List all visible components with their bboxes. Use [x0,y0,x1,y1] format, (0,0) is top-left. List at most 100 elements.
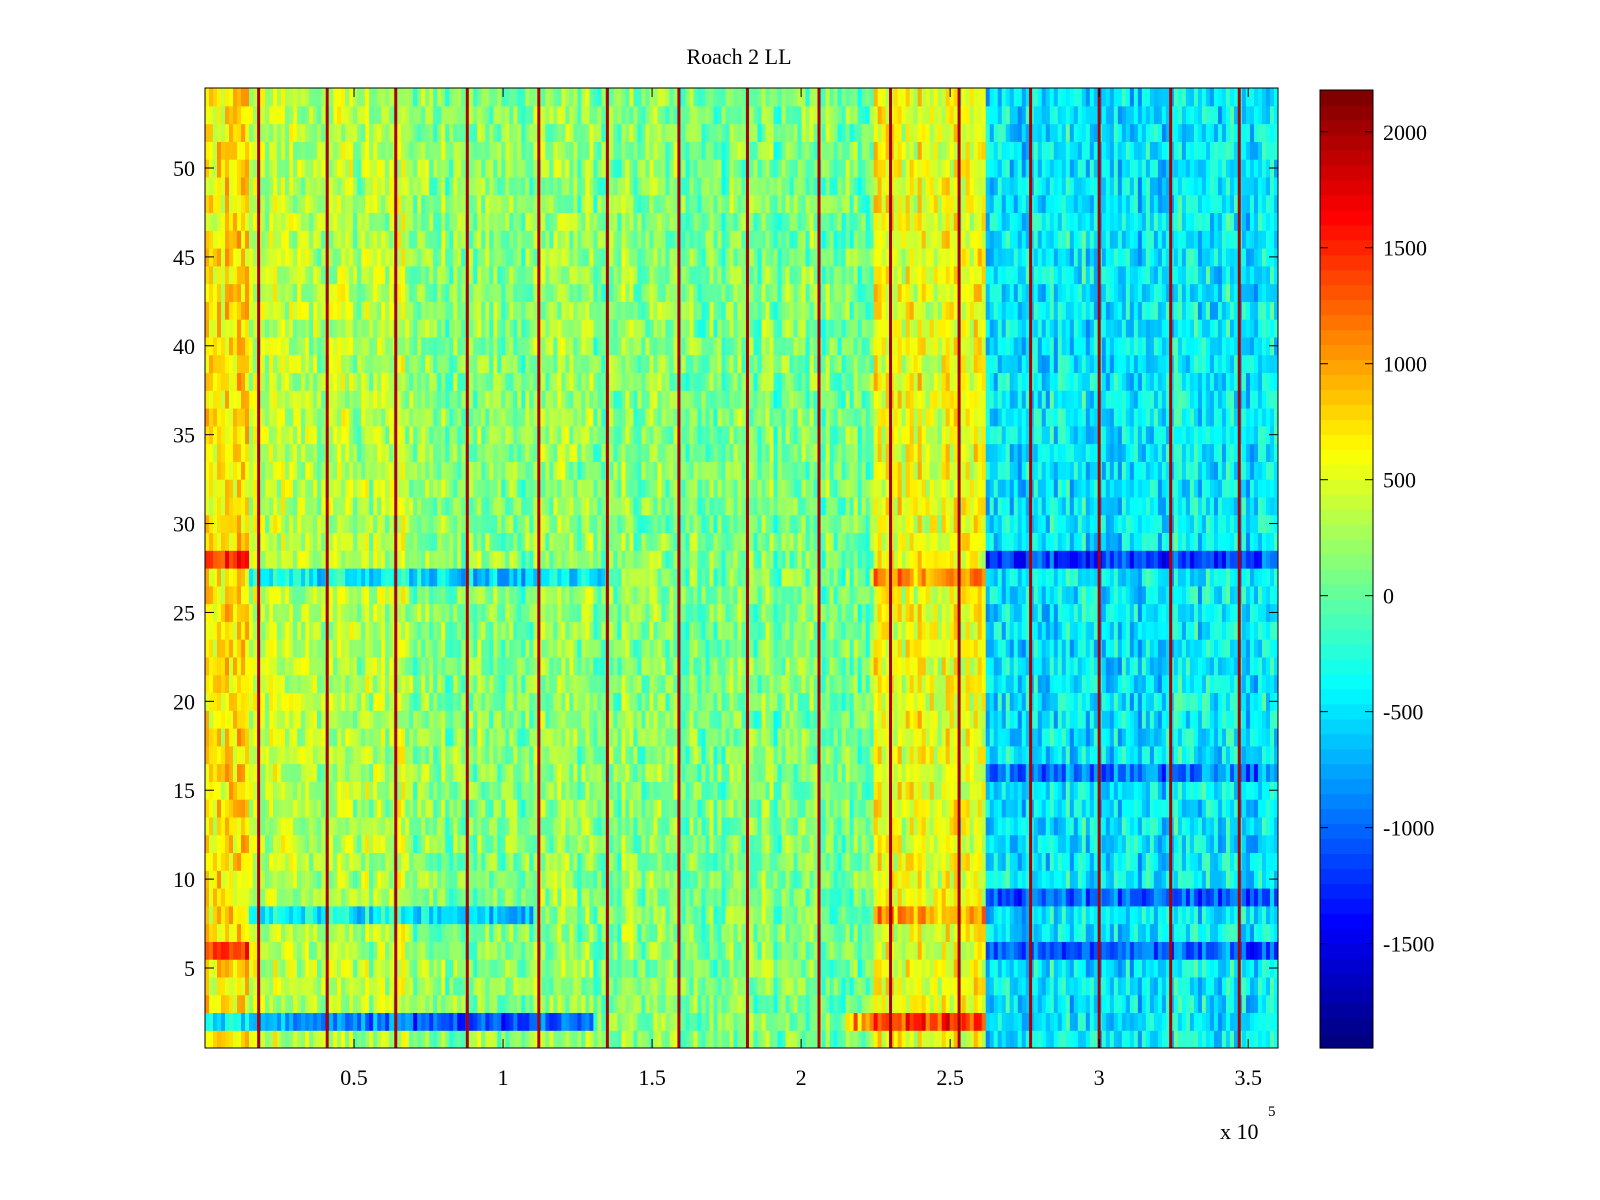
heatmap-cell [569,1030,574,1048]
heatmap-cell [505,656,510,676]
heatmap-cell [553,159,558,178]
heatmap-cell [365,710,370,729]
heatmap-cell [425,710,430,729]
heatmap-cell [477,656,482,676]
heatmap-cell [369,194,374,214]
heatmap-cell [381,194,386,214]
heatmap-cell [373,603,378,622]
heatmap-cell [541,585,546,605]
heatmap-cell [417,301,422,320]
heatmap-cell [381,959,386,978]
heatmap-cell [385,976,390,996]
heatmap-cell [321,372,326,391]
heatmap-cell [329,745,334,765]
heatmap-cell [469,123,474,142]
heatmap-cell [389,816,394,836]
heatmap-cell [477,354,482,374]
heatmap-cell [409,408,414,427]
heatmap-cell [249,159,254,178]
heatmap-cell [477,888,482,907]
heatmap-cell [441,710,446,729]
heatmap-cell [421,870,426,889]
heatmap-cell [505,105,510,125]
heatmap-cell [405,852,410,871]
heatmap-cell [553,212,558,231]
heatmap-cell [525,888,530,907]
heatmap-cell [317,799,322,818]
heatmap-cell [341,443,346,462]
heatmap-cell [525,408,530,427]
heatmap-cell [565,976,570,996]
heatmap-cell [525,248,530,267]
heatmap-cell [321,941,326,960]
heatmap-cell [297,728,302,747]
heatmap-cell [213,461,218,480]
heatmap-cell [485,194,490,214]
heatmap-cell [233,550,238,569]
heatmap-cell [481,176,486,196]
heatmap-cell [497,728,502,747]
heatmap-cell [285,781,290,800]
heatmap-cell [557,799,562,818]
heatmap-cell [409,976,414,996]
heatmap-cell [289,941,294,960]
heatmap-cell [217,514,222,534]
heatmap-cell [361,976,366,996]
heatmap-cell [297,888,302,907]
heatmap-cell [429,496,434,516]
heatmap-cell [365,390,370,409]
heatmap-cell [213,479,218,498]
heatmap-cell [353,212,358,231]
heatmap-cell [473,123,478,142]
heatmap-cell [409,176,414,196]
heatmap-cell [373,639,378,658]
heatmap-cell [373,88,378,107]
heatmap-cell [453,248,458,267]
heatmap-cell [209,888,214,907]
heatmap-cell [245,994,250,1014]
heatmap-cell [205,479,210,498]
heatmap-cell [485,1012,490,1031]
heatmap-cell [213,799,218,818]
heatmap-cell [493,212,498,231]
heatmap-cell [533,425,538,445]
heatmap-cell [389,372,394,391]
heatmap-cell [337,728,342,747]
heatmap-cell [469,319,474,338]
heatmap-cell [533,603,538,622]
heatmap-cell [549,816,554,836]
heatmap-cell [557,514,562,534]
heatmap-cell [285,496,290,516]
heatmap-cell [541,354,546,374]
heatmap-cell [353,265,358,285]
heatmap-cell [525,88,530,107]
heatmap-cell [289,141,294,160]
heatmap-cell [297,176,302,196]
heatmap-cell [289,1012,294,1031]
heatmap-cell [221,674,226,694]
heatmap-cell [549,194,554,214]
heatmap-cell [461,781,466,800]
heatmap-cell [501,763,506,782]
heatmap-cell [233,639,238,658]
heatmap-cell [397,443,402,462]
heatmap-cell [425,496,430,516]
heatmap-cell [261,496,266,516]
heatmap-cell [429,141,434,160]
heatmap-cell [269,354,274,374]
heatmap-cell [429,639,434,658]
heatmap-cell [545,230,550,249]
heatmap-cell [437,870,442,889]
heatmap-cell [401,941,406,960]
heatmap-cell [437,781,442,800]
heatmap-cell [441,870,446,889]
heatmap-cell [213,656,218,676]
heatmap-cell [233,230,238,249]
heatmap-cell [273,781,278,800]
heatmap-cell [225,816,230,836]
heatmap-cell [313,799,318,818]
heatmap-cell [265,479,270,498]
heatmap-cell [261,763,266,782]
heatmap-cell [345,159,350,178]
heatmap-cell [541,959,546,978]
